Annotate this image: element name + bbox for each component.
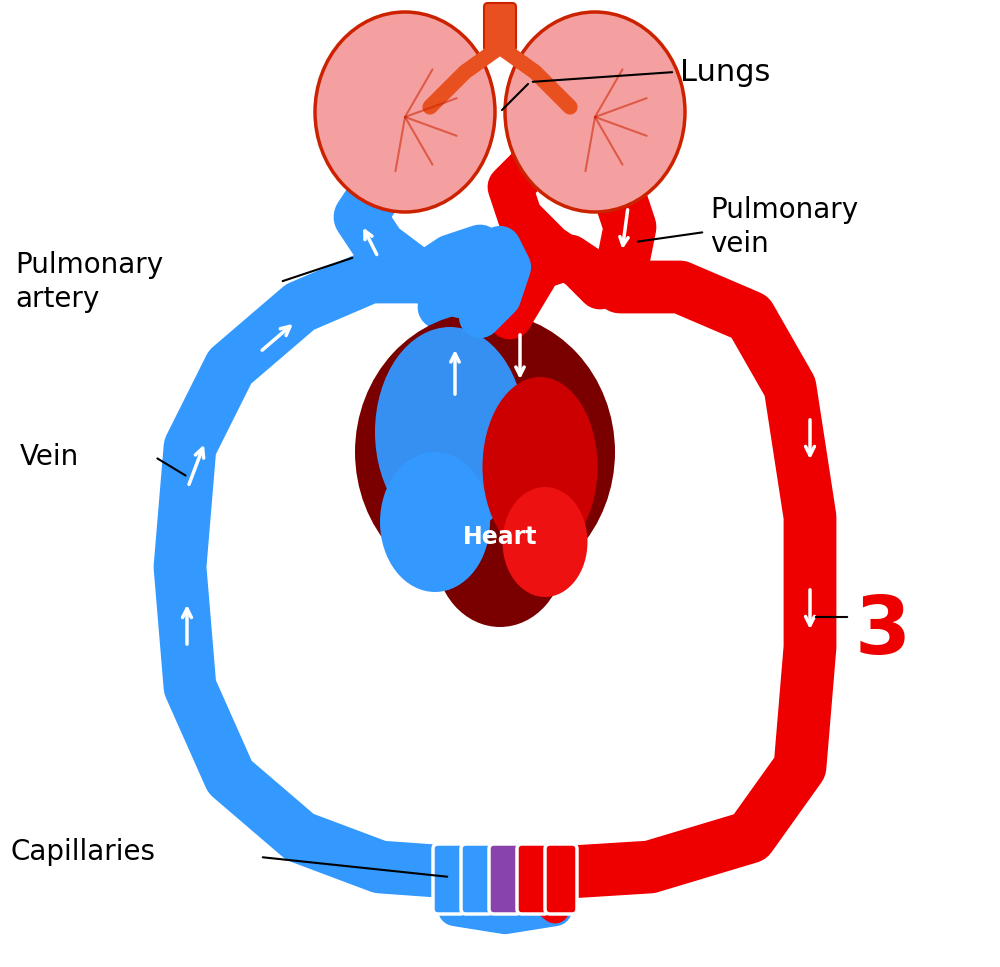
Ellipse shape — [355, 312, 615, 592]
Ellipse shape — [502, 487, 588, 597]
Text: 3: 3 — [855, 593, 911, 671]
FancyBboxPatch shape — [489, 844, 521, 914]
Ellipse shape — [435, 477, 565, 627]
FancyBboxPatch shape — [461, 844, 493, 914]
Text: Heart: Heart — [463, 525, 537, 549]
FancyBboxPatch shape — [433, 844, 465, 914]
FancyBboxPatch shape — [517, 844, 549, 914]
Text: Capillaries: Capillaries — [10, 838, 155, 866]
FancyBboxPatch shape — [545, 844, 577, 914]
Text: Pulmonary
vein: Pulmonary vein — [710, 195, 858, 258]
Text: Vein: Vein — [20, 443, 79, 471]
Ellipse shape — [315, 12, 495, 212]
Text: Lungs: Lungs — [680, 57, 770, 86]
Ellipse shape — [380, 452, 490, 592]
Ellipse shape — [505, 12, 685, 212]
FancyBboxPatch shape — [484, 3, 516, 51]
Ellipse shape — [482, 377, 598, 557]
Text: Pulmonary
artery: Pulmonary artery — [15, 250, 163, 313]
Ellipse shape — [375, 327, 525, 537]
